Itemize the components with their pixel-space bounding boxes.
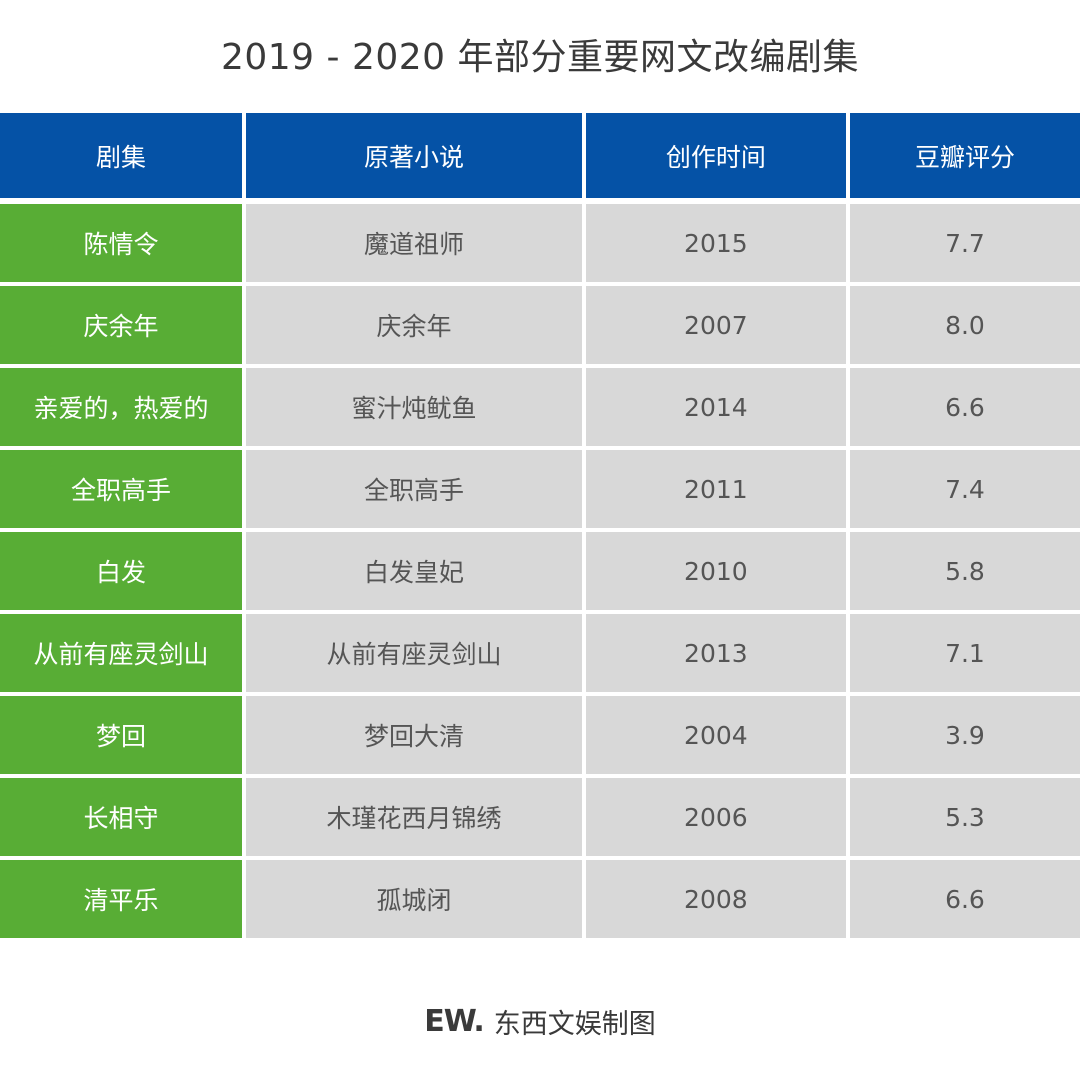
table-row: 庆余年 庆余年 2007 8.0 <box>0 286 1080 364</box>
cell-year: 2004 <box>585 696 846 774</box>
cell-year: 2013 <box>585 614 846 692</box>
cell-series: 庆余年 <box>0 286 243 364</box>
table-header-row: 剧集 原著小说 创作时间 豆瓣评分 <box>0 113 1080 198</box>
table-row: 全职高手 全职高手 2011 7.4 <box>0 450 1080 528</box>
cell-rating: 6.6 <box>849 860 1080 938</box>
table-row: 清平乐 孤城闭 2008 6.6 <box>0 860 1080 938</box>
cell-year: 2011 <box>585 450 846 528</box>
cell-novel: 孤城闭 <box>246 860 582 938</box>
cell-rating: 5.3 <box>849 778 1080 856</box>
cell-novel: 木瑾花西月锦绣 <box>246 778 582 856</box>
cell-year: 2007 <box>585 286 846 364</box>
cell-series: 全职高手 <box>0 450 243 528</box>
cell-year: 2014 <box>585 368 846 446</box>
cell-series: 梦回 <box>0 696 243 774</box>
cell-series: 清平乐 <box>0 860 243 938</box>
ew-logo: EW. <box>424 1004 485 1039</box>
cell-series: 从前有座灵剑山 <box>0 614 243 692</box>
table-body: 陈情令 魔道祖师 2015 7.7 庆余年 庆余年 2007 8.0 亲爱的，热爱的 蜜汁炖鱿鱼 2… <box>0 204 1080 938</box>
cell-rating: 6.6 <box>849 368 1080 446</box>
table-row: 陈情令 魔道祖师 2015 7.7 <box>0 204 1080 282</box>
cell-series: 亲爱的，热爱的 <box>0 368 243 446</box>
cell-series: 白发 <box>0 532 243 610</box>
cell-series: 陈情令 <box>0 204 243 282</box>
table-row: 从前有座灵剑山 从前有座灵剑山 2013 7.1 <box>0 614 1080 692</box>
cell-year: 2015 <box>585 204 846 282</box>
cell-novel: 梦回大清 <box>246 696 582 774</box>
data-table: 剧集 原著小说 创作时间 豆瓣评分 陈情令 魔道祖师 2015 7.7 庆余年 庆余年 20… <box>0 113 1080 942</box>
cell-rating: 5.8 <box>849 532 1080 610</box>
header-cell-series: 剧集 <box>0 113 243 198</box>
cell-series: 长相守 <box>0 778 243 856</box>
cell-rating: 7.7 <box>849 204 1080 282</box>
table-row: 白发 白发皇妃 2010 5.8 <box>0 532 1080 610</box>
header-cell-year: 创作时间 <box>585 113 846 198</box>
cell-year: 2006 <box>585 778 846 856</box>
header-cell-novel: 原著小说 <box>246 113 582 198</box>
table-row: 梦回 梦回大清 2004 3.9 <box>0 696 1080 774</box>
header-cell-rating: 豆瓣评分 <box>849 113 1080 198</box>
cell-novel: 全职高手 <box>246 450 582 528</box>
chart-title: 2019 - 2020 年部分重要网文改编剧集 <box>220 37 860 78</box>
cell-novel: 从前有座灵剑山 <box>246 614 582 692</box>
footer-credit: 东西文娱制图 <box>493 1009 656 1040</box>
cell-year: 2010 <box>585 532 846 610</box>
cell-rating: 7.4 <box>849 450 1080 528</box>
cell-rating: 7.1 <box>849 614 1080 692</box>
table-row: 亲爱的，热爱的 蜜汁炖鱿鱼 2014 6.6 <box>0 368 1080 446</box>
cell-novel: 魔道祖师 <box>246 204 582 282</box>
cell-rating: 3.9 <box>849 696 1080 774</box>
cell-year: 2008 <box>585 860 846 938</box>
cell-novel: 庆余年 <box>246 286 582 364</box>
cell-novel: 蜜汁炖鱿鱼 <box>246 368 582 446</box>
cell-rating: 8.0 <box>849 286 1080 364</box>
table-row: 长相守 木瑾花西月锦绣 2006 5.3 <box>0 778 1080 856</box>
footer: EW. 东西文娱制图 <box>0 1002 1080 1041</box>
cell-novel: 白发皇妃 <box>246 532 582 610</box>
